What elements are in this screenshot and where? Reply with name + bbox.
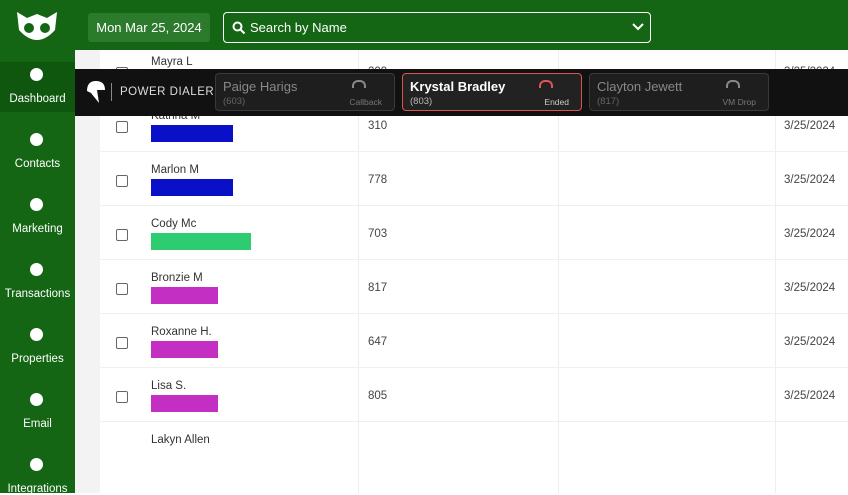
nav-item[interactable]: Dashboard xyxy=(9,93,66,105)
divider xyxy=(111,83,112,101)
nav-item[interactable]: Transactions xyxy=(4,288,71,300)
contact-name[interactable]: Cody Mc xyxy=(151,218,197,230)
nav-item[interactable]: Integrations xyxy=(7,483,68,495)
redacted-tag xyxy=(151,179,233,196)
redacted-tag xyxy=(151,287,218,304)
dropdown-arrow xyxy=(632,23,644,31)
checkbox[interactable] xyxy=(116,391,128,403)
nav-icon xyxy=(30,458,43,471)
call-card[interactable]: Krystal Bradley (803) Ended xyxy=(402,73,582,111)
call-status: Ended xyxy=(544,97,569,107)
dialer-logo xyxy=(87,81,105,103)
table xyxy=(100,50,848,493)
redacted-tag xyxy=(151,125,233,142)
sidebar: Dashboard Contacts Marketing Transactions Pr… xyxy=(0,0,75,495)
main: Natalie3/25/2024Mayra L2093/25/2024Katri… xyxy=(75,2,848,493)
date: 3/25/2024 xyxy=(784,120,836,132)
contact-name[interactable]: Marlon M xyxy=(151,164,199,176)
power-dialer: POWER DIALER Paige Harigs (603) Callback Kr… xyxy=(75,69,848,116)
phone: 310 xyxy=(368,120,388,132)
column-line xyxy=(358,50,359,493)
phone: 805 xyxy=(368,390,388,402)
search-icon xyxy=(232,21,246,35)
status-icon xyxy=(352,80,366,88)
call-name: Krystal Bradley xyxy=(410,79,506,94)
dialer-title: POWER DIALER xyxy=(120,86,215,98)
nav-item[interactable]: Email xyxy=(23,418,52,430)
row-divider xyxy=(100,421,848,422)
checkbox[interactable] xyxy=(116,175,128,187)
logo xyxy=(17,12,57,40)
date: 3/25/2024 xyxy=(784,174,836,186)
checkbox[interactable] xyxy=(116,229,128,241)
call-status: Callback xyxy=(349,97,382,107)
call-area: (603) xyxy=(223,96,246,107)
redacted-tag xyxy=(151,395,218,412)
search-box[interactable]: Search by Name xyxy=(223,12,651,43)
call-area: (817) xyxy=(597,96,620,107)
checkbox[interactable] xyxy=(116,121,128,133)
column-line xyxy=(558,50,559,493)
call-status: VM Drop xyxy=(722,97,756,107)
row-divider xyxy=(100,367,848,368)
nav-icon xyxy=(30,133,43,146)
call-name: Clayton Jewett xyxy=(597,79,683,94)
redacted-tag xyxy=(151,341,218,358)
call-name: Paige Harigs xyxy=(223,79,298,94)
status-icon xyxy=(726,80,740,88)
nav-icon xyxy=(30,198,43,211)
row-divider xyxy=(100,151,848,152)
date: 3/25/2024 xyxy=(784,390,836,402)
nav-item[interactable]: Marketing xyxy=(12,223,63,235)
nav-item[interactable]: Contacts xyxy=(14,158,61,170)
status-icon xyxy=(539,80,553,88)
row-divider xyxy=(100,259,848,260)
nav-icon xyxy=(30,263,43,276)
date: 3/25/2024 xyxy=(784,282,836,294)
date: 3/25/2024 xyxy=(784,228,836,240)
nav-item[interactable]: Properties xyxy=(11,353,64,365)
nav-icon xyxy=(30,393,43,406)
search-placeholder: Search by Name xyxy=(250,20,347,35)
contact-name[interactable]: Roxanne H. xyxy=(151,326,212,338)
nav-icon xyxy=(30,68,43,81)
contact-name[interactable]: Bronzie M xyxy=(151,272,203,284)
contact-name[interactable]: Mayra L xyxy=(151,56,193,68)
date: 3/25/2024 xyxy=(784,336,836,348)
contact-name[interactable]: Lakyn Allen xyxy=(151,434,210,446)
call-area: (803) xyxy=(410,96,433,107)
row-divider xyxy=(100,313,848,314)
redacted-tag xyxy=(151,233,251,250)
call-card[interactable]: Clayton Jewett (817) VM Drop xyxy=(589,73,769,111)
phone: 647 xyxy=(368,336,388,348)
nav-icon xyxy=(30,328,43,341)
call-card[interactable]: Paige Harigs (603) Callback xyxy=(215,73,395,111)
phone: 817 xyxy=(368,282,388,294)
date-button[interactable]: Mon Mar 25, 2024 xyxy=(88,13,210,42)
top-bar: Mon Mar 25, 2024 Search by Name xyxy=(0,0,848,50)
row-divider xyxy=(100,205,848,206)
phone: 778 xyxy=(368,174,388,186)
column-line xyxy=(775,50,776,493)
checkbox[interactable] xyxy=(116,337,128,349)
contact-name[interactable]: Lisa S. xyxy=(151,380,187,392)
phone: 703 xyxy=(368,228,388,240)
checkbox[interactable] xyxy=(116,283,128,295)
